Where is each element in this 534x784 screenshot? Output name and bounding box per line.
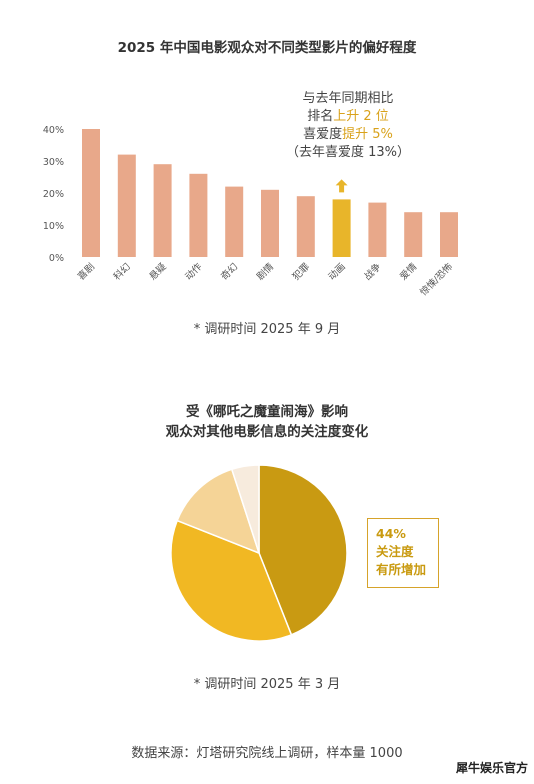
bar-4 bbox=[189, 173, 208, 257]
pie-chart bbox=[170, 464, 348, 642]
callout-rank-label: 排名 bbox=[307, 109, 334, 124]
x-tick-label: 奇幻 bbox=[218, 261, 240, 283]
pie-legend-box: 44% 关注度 有所增加 bbox=[367, 518, 439, 588]
x-tick-label: 惊悚/恐怖 bbox=[418, 260, 456, 298]
data-source-note: 数据来源：灯塔研究院线上调研，样本量 1000 bbox=[131, 746, 403, 761]
x-tick-label: 动作 bbox=[183, 260, 205, 282]
x-tick-label: 犯罪 bbox=[291, 261, 313, 283]
pie-legend-line-1: 关注度 bbox=[376, 544, 414, 559]
x-tick-label: 悬疑 bbox=[147, 261, 169, 283]
bar-5 bbox=[225, 186, 244, 257]
pie-slice-4 bbox=[230, 464, 260, 554]
y-tick-label: 40% bbox=[43, 125, 64, 136]
y-tick-label: 20% bbox=[43, 189, 64, 200]
bar-chart-title: 2025 年中国电影观众对不同类型影片的偏好程度 bbox=[117, 40, 417, 56]
callout-like-label: 喜爱度 bbox=[303, 127, 343, 142]
x-tick-label: 剧情 bbox=[254, 260, 276, 282]
bar-11 bbox=[440, 212, 458, 257]
bar-9 bbox=[368, 202, 387, 257]
bar-1 bbox=[82, 129, 100, 257]
bar-chart-axis: 0% 10% 20% 30% 40% bbox=[43, 125, 64, 264]
x-tick-label: 喜剧 bbox=[75, 261, 97, 283]
comparison-callout: 与去年同期相比 排名上升 2 位 喜爱度提升 5% （去年喜爱度 13%） bbox=[248, 90, 448, 162]
bar-2 bbox=[117, 154, 136, 257]
pie-slice-1 bbox=[258, 464, 348, 636]
pie-slice-2 bbox=[170, 519, 293, 642]
pie-chart-survey-note: * 调研时间 2025 年 3 月 bbox=[193, 677, 341, 692]
callout-line-1: 与去年同期相比 bbox=[302, 91, 394, 106]
bar-7 bbox=[296, 196, 315, 257]
callout-line-4: （去年喜爱度 13%） bbox=[285, 145, 411, 160]
x-tick-label: 爱情 bbox=[397, 260, 419, 282]
callout-line-3: 喜爱度提升 5% bbox=[248, 126, 448, 144]
x-tick-label: 战争 bbox=[362, 260, 384, 282]
pie-chart-title-line-2: 观众对其他电影信息的关注度变化 bbox=[165, 424, 369, 440]
callout-like-value: 提升 5% bbox=[342, 127, 393, 142]
bar-10 bbox=[404, 212, 423, 257]
bar-8 bbox=[332, 199, 351, 257]
pie-chart-title-line-1: 受《哪吒之魔童闹海》影响 bbox=[186, 404, 348, 420]
y-tick-label: 0% bbox=[49, 253, 64, 264]
bar-chart-bars bbox=[82, 129, 458, 257]
up-arrow-icon bbox=[335, 179, 348, 193]
x-tick-label: 科幻 bbox=[111, 261, 133, 283]
callout-rank-value: 上升 2 位 bbox=[333, 109, 389, 124]
bar-6 bbox=[261, 189, 279, 257]
y-tick-label: 30% bbox=[43, 157, 64, 168]
pie-legend-percent: 44% bbox=[376, 526, 406, 541]
pie-legend-line-2: 有所增加 bbox=[376, 562, 427, 577]
pie-chart-slices bbox=[170, 464, 348, 642]
y-tick-label: 10% bbox=[43, 221, 64, 232]
x-tick-label: 动画 bbox=[326, 261, 347, 282]
callout-line-2: 排名上升 2 位 bbox=[248, 108, 448, 126]
bar-3 bbox=[153, 164, 172, 257]
watermark-text: 犀牛娱乐官方 bbox=[455, 761, 528, 775]
bar-chart-survey-note: * 调研时间 2025 年 9 月 bbox=[193, 322, 341, 337]
